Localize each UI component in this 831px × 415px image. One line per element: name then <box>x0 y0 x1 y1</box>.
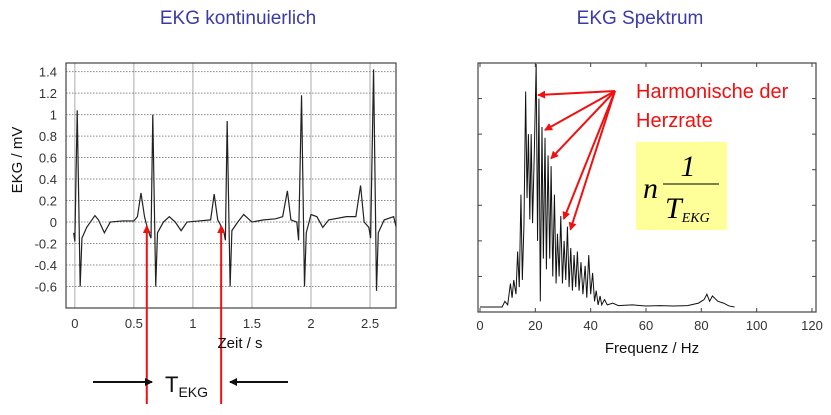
harmonic-arrow <box>562 90 616 220</box>
y-tick-label: 0 <box>50 215 57 230</box>
y-tick-label: 0.8 <box>39 129 57 144</box>
ecg-spectrum-chart: 0 20 40 60 80 100 120 <box>476 62 823 333</box>
y-tick-label: 1.2 <box>39 86 57 101</box>
harmonic-arrow <box>544 90 616 131</box>
x-tick-label: 100 <box>746 318 768 333</box>
formula-numerator: 1 <box>681 150 696 183</box>
ecg-trace <box>73 69 397 291</box>
y-tick-label: -0.6 <box>35 280 57 295</box>
y-tick-label: 0.6 <box>39 151 57 166</box>
formula-background <box>636 142 727 230</box>
y-tick-label: 0.4 <box>39 172 57 187</box>
left-chart-title: EKG kontinuierlich <box>160 8 316 29</box>
y-tick-label: -0.4 <box>35 258 57 273</box>
x-tick-label: 1.5 <box>243 316 261 331</box>
harmonic-arrow <box>550 90 616 160</box>
x-tick-label: 80 <box>694 318 708 333</box>
plot-frame <box>65 62 397 309</box>
y-tick-label: -0.2 <box>35 237 57 252</box>
spectrum-trace <box>480 64 735 308</box>
x-tick-label: 40 <box>583 318 597 333</box>
x-tick-label: 0 <box>476 318 483 333</box>
ecg-time-chart: 0 0.5 1 1.5 2 2.5 -0.6 -0.4 -0.2 0 0.2 0.4 0.6 0.8 1 1.… <box>35 62 397 404</box>
left-x-axis-label: Zeit / s <box>217 335 262 352</box>
y-tick-label: 1.4 <box>39 65 57 80</box>
x-tick-label: 20 <box>528 318 542 333</box>
harmonics-label-line2: Herzrate <box>636 110 713 132</box>
x-tick-label: 60 <box>639 318 653 333</box>
right-chart-title: EKG Spektrum <box>577 8 704 29</box>
left-y-axis-label: EKG / mV <box>9 127 26 194</box>
harmonic-arrows <box>537 90 616 231</box>
right-x-axis-label: Frequenz / Hz <box>605 340 699 357</box>
period-label: TEKG <box>165 372 208 400</box>
formula-box: n 1 TEKG <box>636 142 727 230</box>
x-tick-label: 0.5 <box>125 316 143 331</box>
y-tick-label: 1 <box>50 108 57 123</box>
x-tick-label: 0 <box>71 316 78 331</box>
x-tick-label: 2.5 <box>361 316 379 331</box>
harmonic-arrow <box>537 90 616 99</box>
x-tick-label: 2 <box>307 316 314 331</box>
harmonic-arrow <box>568 90 616 231</box>
x-tick-label: 120 <box>801 318 823 333</box>
formula-n: n <box>643 172 658 205</box>
x-tick-label: 1 <box>189 316 196 331</box>
plot-frame <box>477 62 817 313</box>
y-tick-label: 0.2 <box>39 194 57 209</box>
formula-denominator: TEKG <box>665 192 710 226</box>
harmonics-label-line1: Harmonische der <box>636 81 789 103</box>
